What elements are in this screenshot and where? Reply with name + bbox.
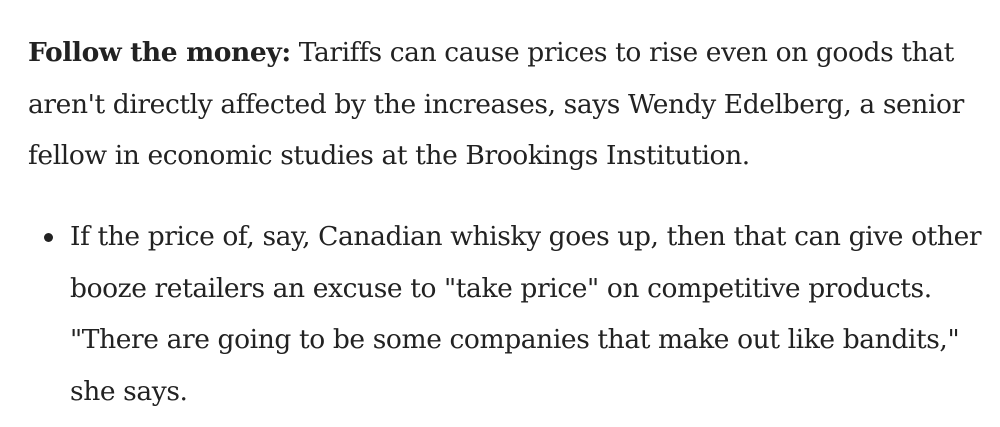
list-item: If the price of, say, Canadian whisky go… [44, 211, 990, 417]
paragraph-text: Tariffs can cause prices to rise even on… [28, 37, 964, 171]
list-item-text: If the price of, say, Canadian whisky go… [70, 221, 982, 407]
paragraph-lead: Follow the money: [28, 37, 291, 68]
paragraph: Follow the money: Tariffs can cause pric… [28, 27, 996, 182]
article-body: Follow the money: Tariffs can cause pric… [28, 27, 996, 182]
bullet-icon [44, 233, 53, 242]
bullet-list: If the price of, say, Canadian whisky go… [44, 211, 990, 417]
